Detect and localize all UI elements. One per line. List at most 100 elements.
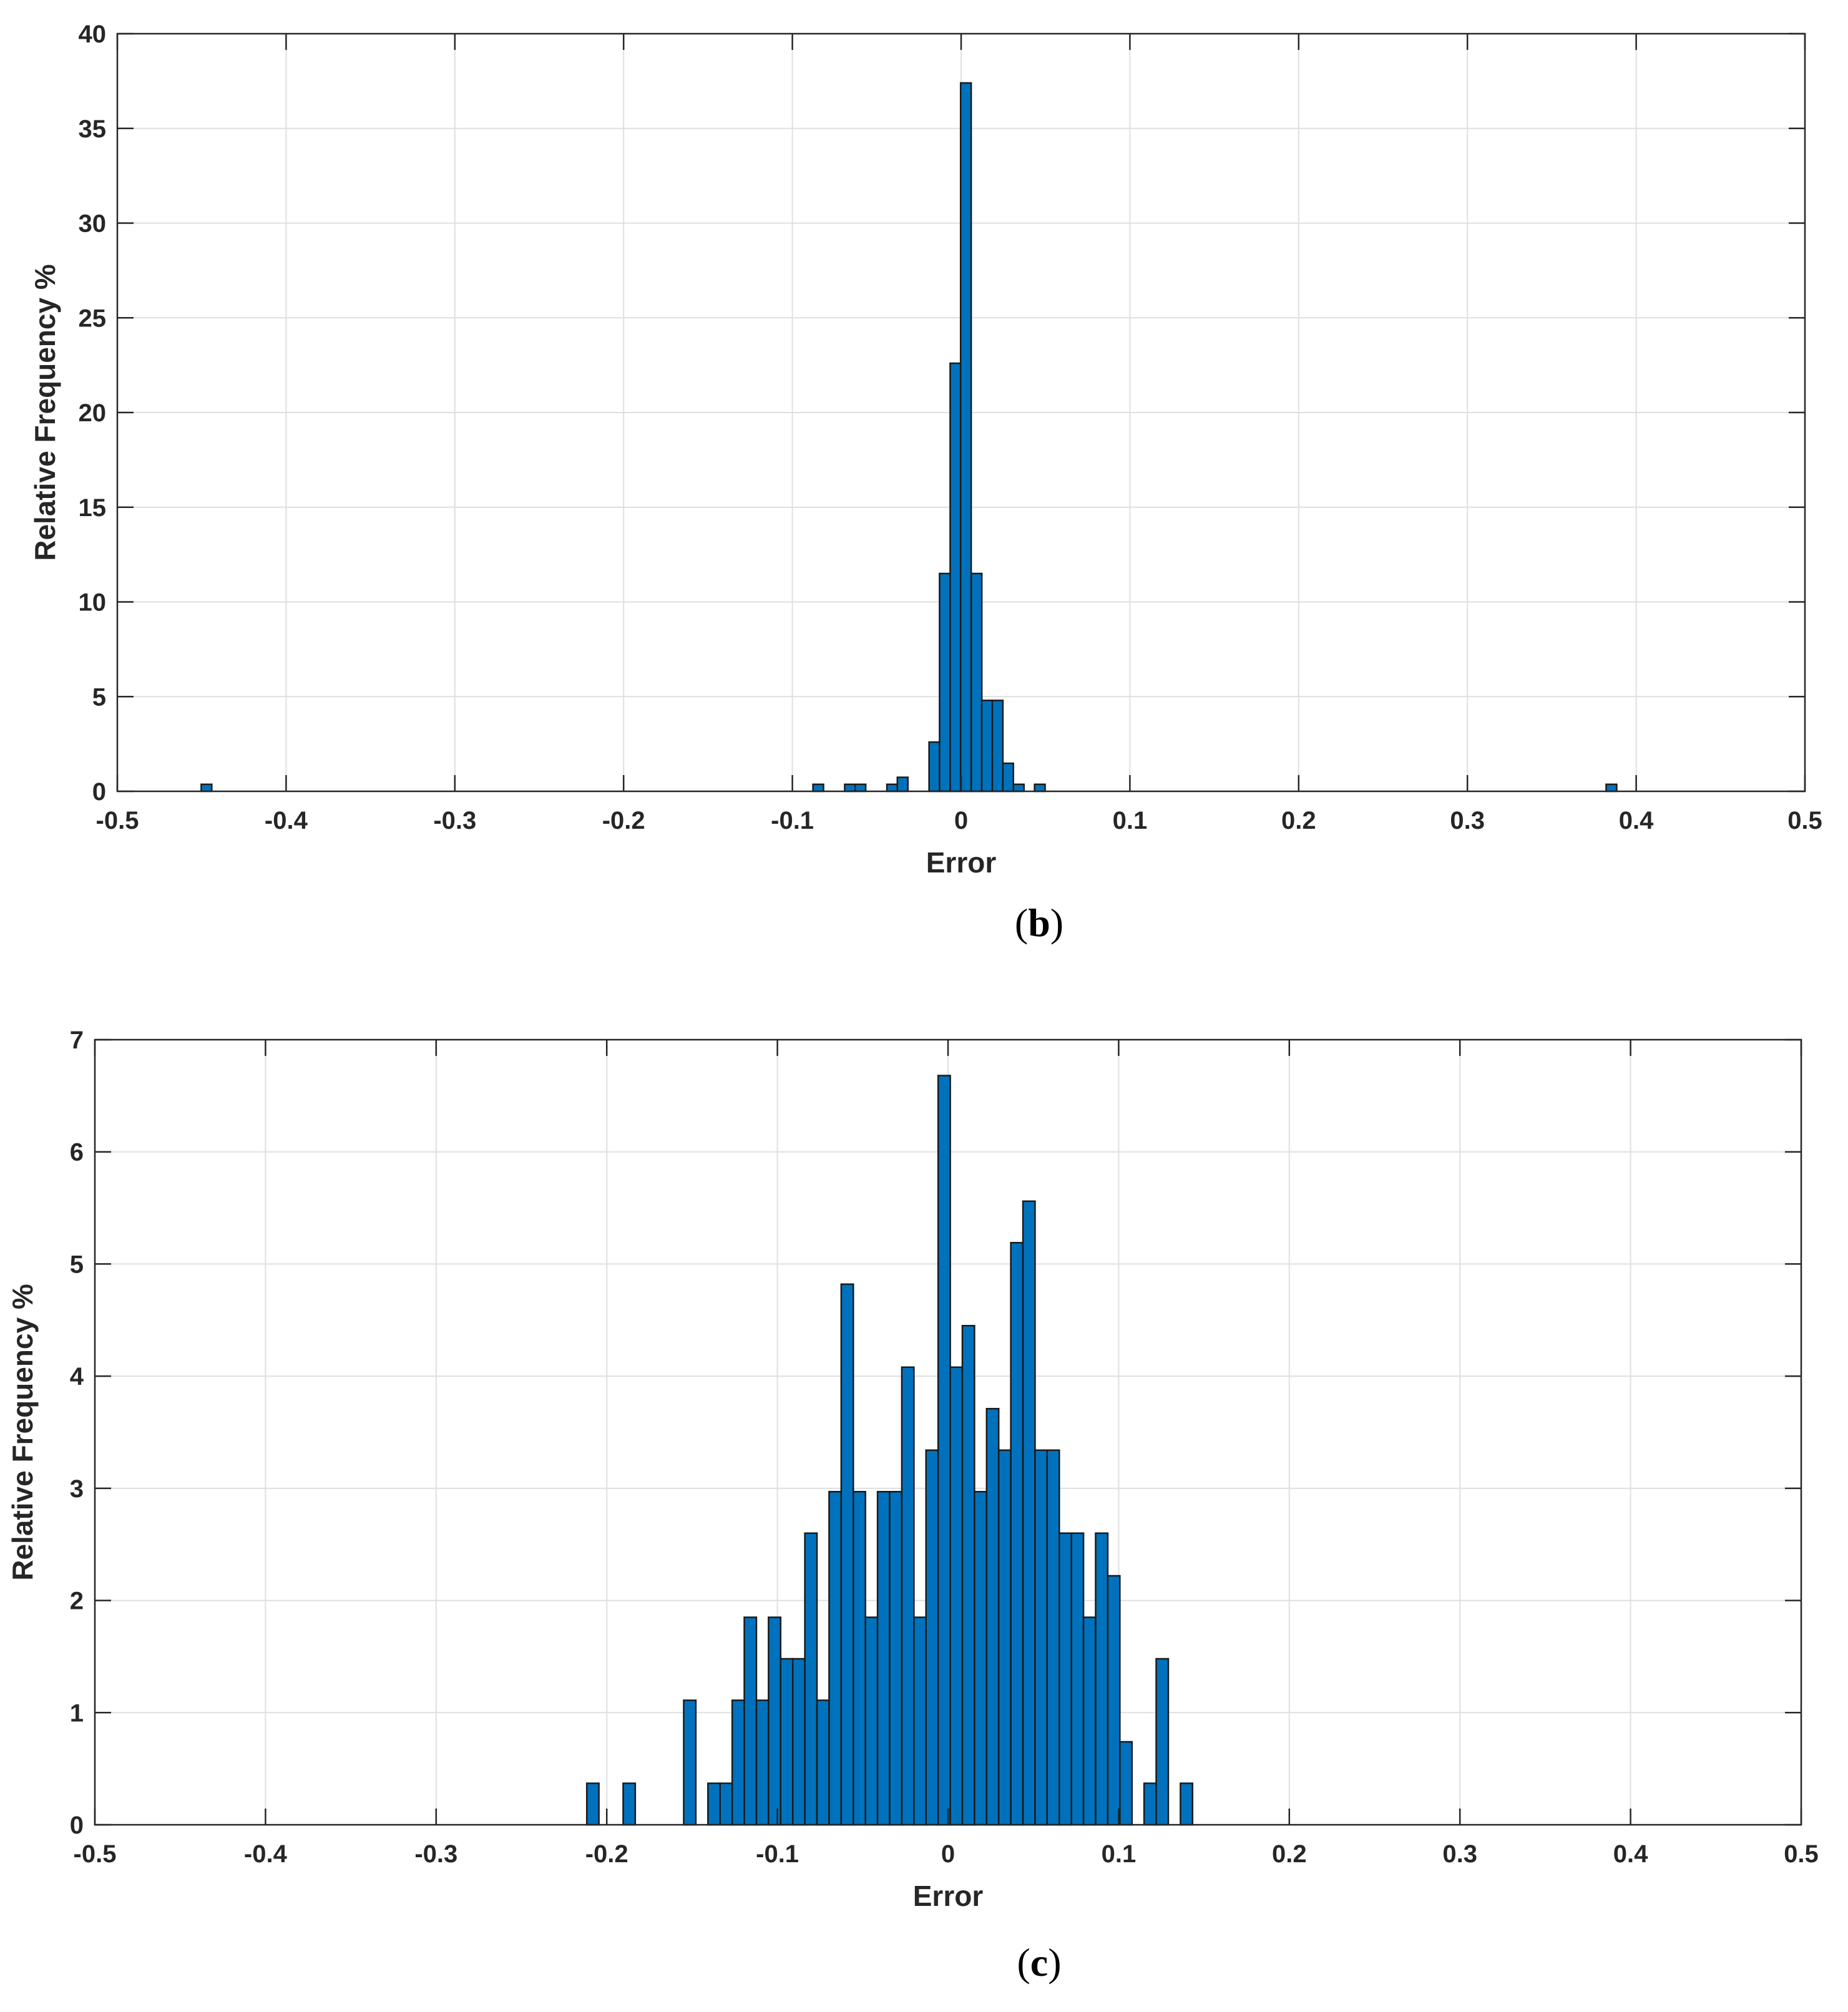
histogram-bar bbox=[1070, 1532, 1085, 1826]
y-tick-label: 3 bbox=[70, 1475, 84, 1503]
histogram-bar bbox=[719, 1782, 733, 1826]
histogram-bar bbox=[1143, 1782, 1157, 1826]
x-tick-label: 0.4 bbox=[1613, 1840, 1648, 1868]
histogram-bar bbox=[755, 1699, 770, 1826]
panel-caption: (c) bbox=[1017, 1940, 1061, 1985]
histogram-bar bbox=[1107, 1575, 1121, 1826]
histogram-bar bbox=[1082, 1616, 1097, 1826]
histogram-bar bbox=[1002, 762, 1014, 793]
histogram-bar bbox=[1095, 1532, 1109, 1826]
x-tick-label: 0.2 bbox=[1281, 807, 1316, 834]
histogram-bar bbox=[1034, 1449, 1049, 1826]
histogram-bar bbox=[816, 1699, 830, 1826]
histogram-bar bbox=[970, 572, 983, 793]
y-axis-label: Relative Frequency % bbox=[6, 1284, 39, 1581]
histogram-bar bbox=[853, 1490, 866, 1826]
histogram-bar bbox=[913, 1616, 927, 1826]
x-tick-label: -0.1 bbox=[771, 807, 814, 834]
caption-close: ) bbox=[1048, 1940, 1061, 1985]
histogram-bar bbox=[731, 1699, 745, 1826]
x-tick-label: 0.1 bbox=[1113, 807, 1148, 834]
x-tick-label: 0 bbox=[941, 1840, 955, 1868]
x-tick-label: 0.3 bbox=[1442, 1840, 1477, 1868]
histogram-bar bbox=[854, 783, 867, 793]
y-tick-label: 0 bbox=[92, 778, 106, 806]
histogram-bar bbox=[780, 1658, 794, 1826]
histogram-bar bbox=[683, 1699, 697, 1826]
histogram-bar bbox=[1119, 1741, 1133, 1826]
x-tick-label: -0.2 bbox=[585, 1840, 628, 1868]
x-tick-label: 0.2 bbox=[1272, 1840, 1307, 1868]
bars bbox=[200, 82, 1618, 793]
histogram-bar bbox=[925, 1449, 939, 1826]
histogram-bar bbox=[828, 1490, 843, 1826]
histogram-bar bbox=[959, 82, 972, 793]
histogram-bar bbox=[980, 700, 994, 793]
histogram-bar bbox=[585, 1782, 600, 1826]
histogram-bar bbox=[876, 1490, 891, 1826]
histogram-bar bbox=[200, 783, 213, 793]
histogram-bar bbox=[937, 1075, 951, 1826]
y-tick-label: 20 bbox=[79, 399, 107, 427]
y-tick-label: 2 bbox=[70, 1588, 84, 1615]
y-tick-label: 15 bbox=[79, 494, 107, 522]
x-tick-label: -0.5 bbox=[74, 1840, 117, 1868]
histogram-panel-c: -0.5 -0.4 -0.3 -0.2 -0.1 0 0.1 0.2 0.3 0.4 0.5 0 1 2 3… bbox=[6, 1027, 1819, 1985]
histogram-bar bbox=[961, 1325, 975, 1826]
histogram-bar bbox=[840, 1283, 854, 1826]
histogram-panel-b: -0.5 -0.4 -0.3 -0.2 -0.1 0 0.1 0.2 0.3 0.4 0.5 0 5 10… bbox=[29, 21, 1822, 945]
caption-close: ) bbox=[1050, 901, 1063, 945]
histogram-bar bbox=[1012, 783, 1025, 793]
caption-open: ( bbox=[1015, 901, 1028, 945]
y-tick-label: 4 bbox=[70, 1363, 84, 1390]
histogram-bar bbox=[804, 1532, 818, 1826]
histogram-bar bbox=[1046, 1449, 1060, 1826]
histogram-bar bbox=[1605, 783, 1618, 793]
histogram-bar bbox=[844, 783, 856, 793]
histogram-bar bbox=[901, 1366, 915, 1826]
x-tick-label: 0.5 bbox=[1784, 1840, 1819, 1868]
histogram-bar bbox=[889, 1490, 903, 1826]
histogram-bar bbox=[985, 1408, 1000, 1826]
x-tick-label: 0.1 bbox=[1102, 1840, 1137, 1868]
x-tick-label: -0.3 bbox=[433, 807, 476, 834]
y-axis-label: Relative Frequency % bbox=[29, 264, 61, 561]
x-tick-label: -0.1 bbox=[756, 1840, 799, 1868]
x-axis-label: Error bbox=[926, 846, 997, 879]
histogram-bar bbox=[896, 776, 909, 793]
x-tick-label: -0.4 bbox=[265, 807, 308, 834]
histogram-bar bbox=[864, 1616, 879, 1826]
caption-letter: b bbox=[1028, 901, 1050, 945]
histogram-bar bbox=[812, 783, 824, 793]
histogram-bar bbox=[1034, 783, 1046, 793]
y-tick-label: 35 bbox=[79, 115, 107, 143]
x-tick-label: 0.3 bbox=[1450, 807, 1485, 834]
y-tick-label: 5 bbox=[92, 683, 106, 711]
histogram-bar bbox=[949, 362, 962, 793]
x-tick-label: -0.5 bbox=[96, 807, 139, 834]
histogram-bar bbox=[928, 741, 941, 793]
histogram-bar bbox=[1058, 1532, 1072, 1826]
histogram-bar bbox=[949, 1366, 964, 1826]
x-tick-label: 0.4 bbox=[1619, 807, 1654, 834]
x-tick-label: 0 bbox=[954, 807, 968, 834]
y-tick-label: 5 bbox=[70, 1251, 84, 1278]
histogram-bar bbox=[707, 1782, 721, 1826]
histogram-bar bbox=[886, 783, 899, 793]
histogram-bar bbox=[997, 1449, 1012, 1826]
y-tick-label: 7 bbox=[70, 1027, 84, 1054]
x-tick-label: -0.3 bbox=[414, 1840, 457, 1868]
y-tick-label: 0 bbox=[70, 1812, 84, 1839]
panel-caption: (b) bbox=[1015, 901, 1063, 945]
caption-open: ( bbox=[1017, 1940, 1030, 1985]
histogram-bar bbox=[791, 1658, 806, 1826]
histogram-bar bbox=[1022, 1200, 1036, 1826]
histogram-bar bbox=[1180, 1782, 1194, 1826]
y-tick-label: 1 bbox=[70, 1699, 84, 1727]
histogram-bar bbox=[991, 700, 1004, 793]
x-tick-label: -0.2 bbox=[602, 807, 645, 834]
y-tick-label: 6 bbox=[70, 1139, 84, 1166]
histogram-bar bbox=[622, 1782, 637, 1826]
y-tick-label: 10 bbox=[79, 589, 107, 617]
histogram-bar bbox=[768, 1616, 782, 1826]
